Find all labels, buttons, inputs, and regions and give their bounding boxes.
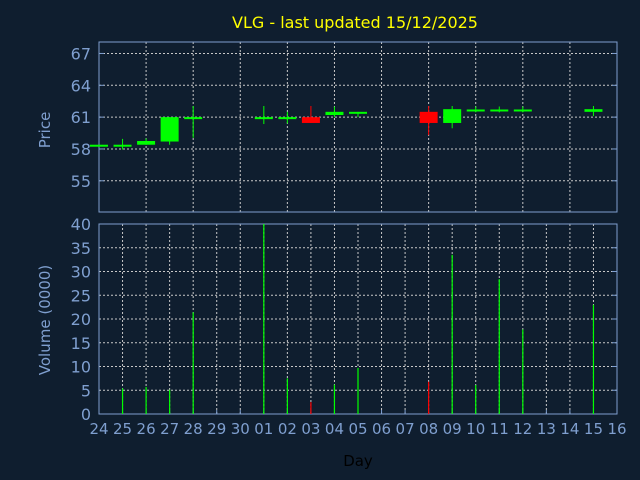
x-tick-label: 25 xyxy=(113,420,132,438)
x-tick-label: 01 xyxy=(254,420,273,438)
volume-tick-label: 40 xyxy=(71,215,91,234)
volume-tick-label: 30 xyxy=(71,263,91,282)
x-tick-label: 15 xyxy=(584,420,603,438)
candle-body xyxy=(325,111,344,116)
candle-body xyxy=(419,111,438,123)
x-tick-label: 27 xyxy=(160,420,179,438)
candle-body xyxy=(584,109,603,112)
x-tick-label: 05 xyxy=(348,420,367,438)
x-tick-label: 28 xyxy=(184,420,203,438)
volume-tick-label: 35 xyxy=(71,239,91,258)
x-tick-label: 10 xyxy=(466,420,485,438)
price-axis-label: Price xyxy=(36,112,54,149)
x-tick-label: 13 xyxy=(537,420,556,438)
candle-body xyxy=(160,117,179,142)
candle-body xyxy=(254,117,273,120)
candle-body xyxy=(490,109,509,112)
x-tick-label: 16 xyxy=(607,420,626,438)
x-tick-label: 04 xyxy=(325,420,344,438)
candle-body xyxy=(90,144,108,147)
candle-body xyxy=(513,109,532,112)
x-tick-label: 09 xyxy=(443,420,462,438)
volume-tick-label: 5 xyxy=(81,381,91,400)
x-tick-label: 12 xyxy=(513,420,532,438)
price-tick-label: 55 xyxy=(71,172,91,191)
candle-body xyxy=(301,117,320,123)
x-tick-label: 26 xyxy=(137,420,156,438)
volume-tick-label: 20 xyxy=(71,310,91,329)
candle-body xyxy=(349,111,367,114)
x-tick-label: 24 xyxy=(89,420,108,438)
volume-tick-label: 0 xyxy=(81,405,91,424)
volume-axis-label: Volume (0000) xyxy=(36,265,54,375)
price-plot-frame xyxy=(98,41,618,213)
candle-body xyxy=(137,141,156,145)
x-tick-label: 02 xyxy=(278,420,297,438)
x-tick-label: 29 xyxy=(207,420,226,438)
price-tick-label: 61 xyxy=(71,108,91,127)
chart-title: VLG - last updated 15/12/2025 xyxy=(232,13,478,32)
x-tick-label: 06 xyxy=(372,420,391,438)
volume-tick-label: 10 xyxy=(71,358,91,377)
candle-body xyxy=(443,109,462,123)
candle-body xyxy=(184,117,203,120)
x-axis-label: Day xyxy=(343,452,373,470)
x-tick-label: 03 xyxy=(301,420,320,438)
candle-body xyxy=(466,109,485,112)
volume-tick-label: 25 xyxy=(71,286,91,305)
price-tick-label: 64 xyxy=(71,76,91,95)
candle-body xyxy=(278,117,297,120)
price-tick-label: 67 xyxy=(71,44,91,63)
candle-body xyxy=(113,144,132,147)
x-tick-label: 11 xyxy=(490,420,509,438)
x-tick-label: 08 xyxy=(419,420,438,438)
price-tick-label: 58 xyxy=(71,140,91,159)
x-tick-label: 30 xyxy=(231,420,250,438)
x-tick-label: 14 xyxy=(560,420,579,438)
x-tick-label: 07 xyxy=(396,420,415,438)
volume-tick-label: 15 xyxy=(71,334,91,353)
